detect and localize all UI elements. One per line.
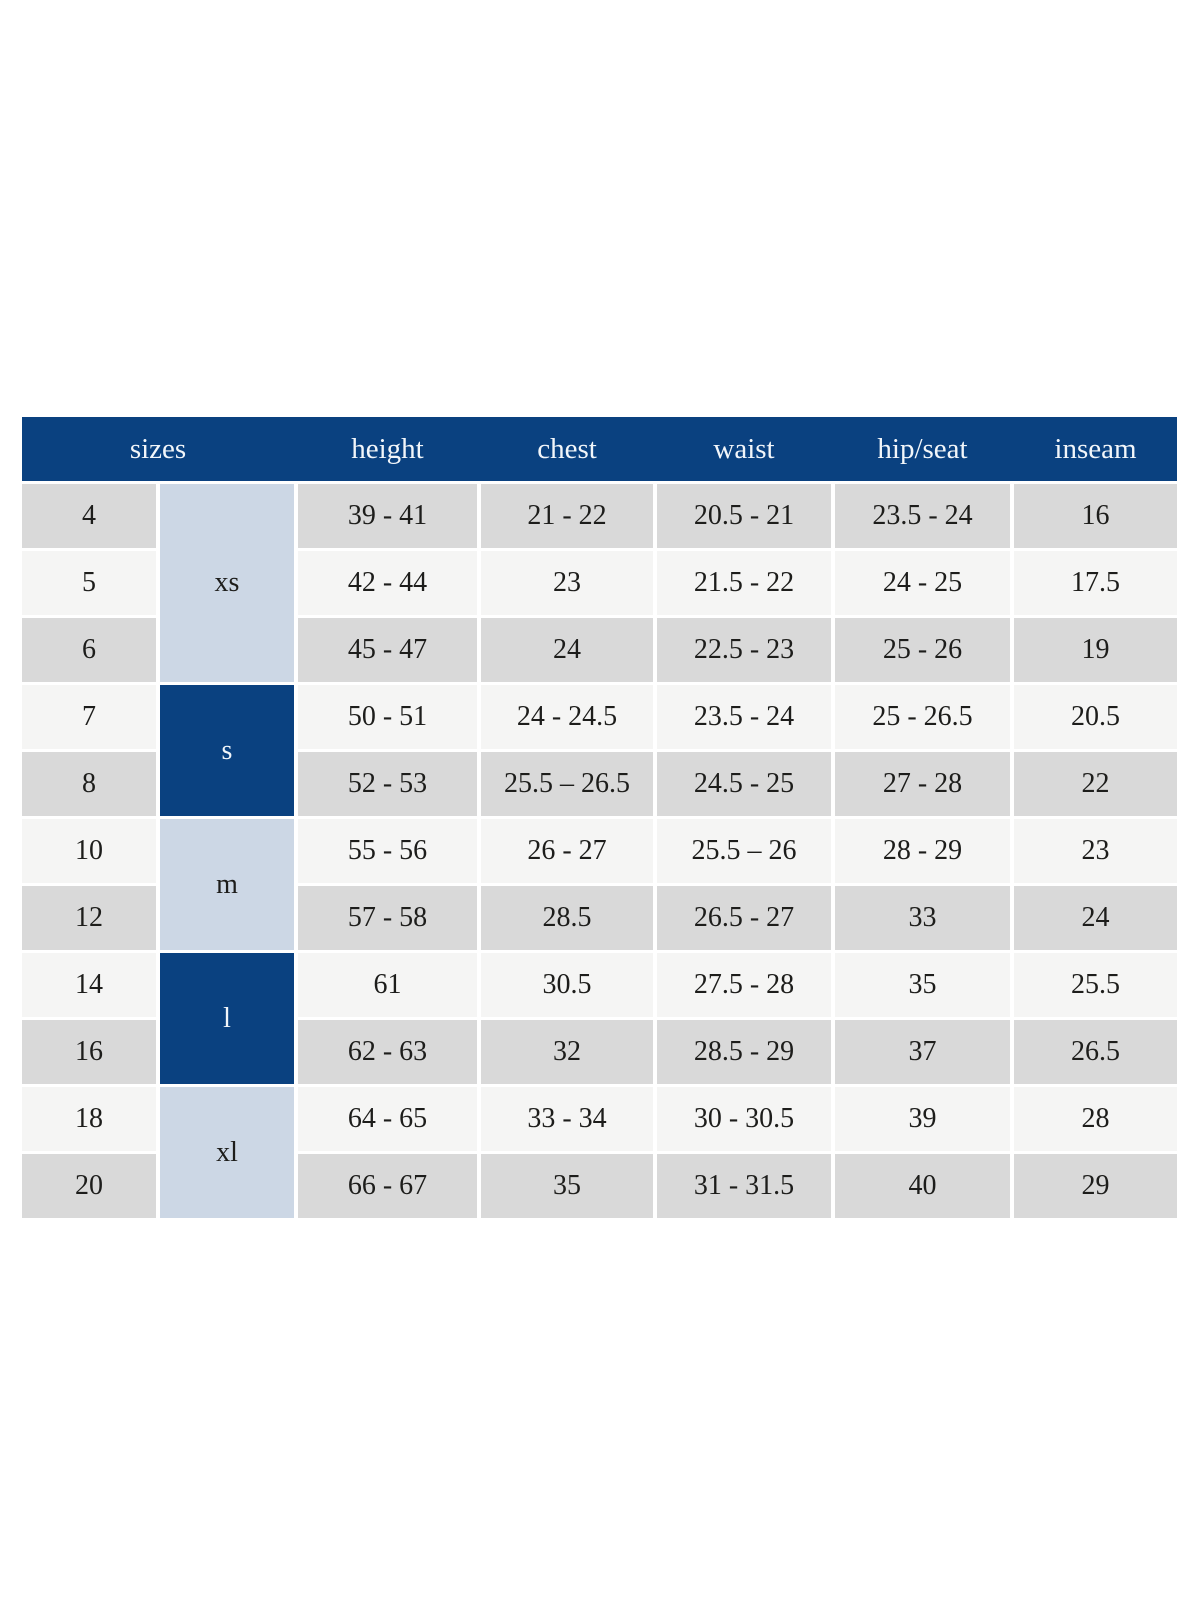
inseam-cell: 29 (1014, 1154, 1177, 1218)
chest-cell: 23 (481, 551, 653, 615)
size-cell: 7 (22, 685, 156, 749)
height-cell: 42 - 44 (298, 551, 477, 615)
table-body: 4 xs 39 - 41 21 - 22 20.5 - 21 23.5 - 24… (22, 484, 1177, 1218)
size-group-cell-l: l (160, 953, 294, 1084)
hip-seat-cell: 35 (835, 953, 1010, 1017)
inseam-cell: 28 (1014, 1087, 1177, 1151)
size-cell: 14 (22, 953, 156, 1017)
hip-seat-cell: 25 - 26.5 (835, 685, 1010, 749)
hip-seat-cell: 33 (835, 886, 1010, 950)
table-header-row: sizes height chest waist hip/seat inseam (22, 417, 1177, 481)
waist-cell: 27.5 - 28 (657, 953, 831, 1017)
size-cell: 16 (22, 1020, 156, 1084)
inseam-cell: 19 (1014, 618, 1177, 682)
height-cell: 45 - 47 (298, 618, 477, 682)
waist-cell: 24.5 - 25 (657, 752, 831, 816)
inseam-cell: 22 (1014, 752, 1177, 816)
waist-cell: 25.5 – 26 (657, 819, 831, 883)
size-cell: 6 (22, 618, 156, 682)
inseam-cell: 25.5 (1014, 953, 1177, 1017)
column-header-inseam: inseam (1054, 432, 1137, 465)
waist-cell: 22.5 - 23 (657, 618, 831, 682)
height-cell: 39 - 41 (298, 484, 477, 548)
chest-cell: 24 (481, 618, 653, 682)
chest-cell: 21 - 22 (481, 484, 653, 548)
size-cell: 12 (22, 886, 156, 950)
chest-cell: 25.5 – 26.5 (481, 752, 653, 816)
height-cell: 52 - 53 (298, 752, 477, 816)
inseam-cell: 26.5 (1014, 1020, 1177, 1084)
height-cell: 55 - 56 (298, 819, 477, 883)
inseam-cell: 24 (1014, 886, 1177, 950)
hip-seat-cell: 28 - 29 (835, 819, 1010, 883)
size-group-cell-s: s (160, 685, 294, 816)
hip-seat-cell: 39 (835, 1087, 1010, 1151)
size-cell: 20 (22, 1154, 156, 1218)
height-cell: 66 - 67 (298, 1154, 477, 1218)
size-chart-table: sizes height chest waist hip/seat inseam… (22, 417, 1177, 1218)
waist-cell: 23.5 - 24 (657, 685, 831, 749)
waist-cell: 28.5 - 29 (657, 1020, 831, 1084)
chest-cell: 35 (481, 1154, 653, 1218)
chest-cell: 33 - 34 (481, 1087, 653, 1151)
inseam-cell: 23 (1014, 819, 1177, 883)
size-group-cell-m: m (160, 819, 294, 950)
chest-cell: 26 - 27 (481, 819, 653, 883)
waist-cell: 30 - 30.5 (657, 1087, 831, 1151)
inseam-cell: 20.5 (1014, 685, 1177, 749)
column-header-chest: chest (537, 432, 597, 465)
size-cell: 4 (22, 484, 156, 548)
size-cell: 5 (22, 551, 156, 615)
hip-seat-cell: 25 - 26 (835, 618, 1010, 682)
hip-seat-cell: 27 - 28 (835, 752, 1010, 816)
hip-seat-cell: 37 (835, 1020, 1010, 1084)
column-header-height: height (351, 432, 424, 465)
column-header-waist: waist (713, 432, 775, 465)
inseam-cell: 16 (1014, 484, 1177, 548)
waist-cell: 20.5 - 21 (657, 484, 831, 548)
size-cell: 8 (22, 752, 156, 816)
size-group-cell-xl: xl (160, 1087, 294, 1218)
hip-seat-cell: 40 (835, 1154, 1010, 1218)
chest-cell: 24 - 24.5 (481, 685, 653, 749)
size-cell: 10 (22, 819, 156, 883)
height-cell: 62 - 63 (298, 1020, 477, 1084)
chest-cell: 28.5 (481, 886, 653, 950)
waist-cell: 26.5 - 27 (657, 886, 831, 950)
waist-cell: 31 - 31.5 (657, 1154, 831, 1218)
column-header-hip-seat: hip/seat (877, 432, 968, 465)
height-cell: 64 - 65 (298, 1087, 477, 1151)
hip-seat-cell: 24 - 25 (835, 551, 1010, 615)
size-cell: 18 (22, 1087, 156, 1151)
inseam-cell: 17.5 (1014, 551, 1177, 615)
chest-cell: 30.5 (481, 953, 653, 1017)
column-header-sizes: sizes (129, 432, 187, 465)
height-cell: 61 (298, 953, 477, 1017)
height-cell: 57 - 58 (298, 886, 477, 950)
chest-cell: 32 (481, 1020, 653, 1084)
height-cell: 50 - 51 (298, 685, 477, 749)
hip-seat-cell: 23.5 - 24 (835, 484, 1010, 548)
waist-cell: 21.5 - 22 (657, 551, 831, 615)
size-group-cell-xs: xs (160, 484, 294, 682)
